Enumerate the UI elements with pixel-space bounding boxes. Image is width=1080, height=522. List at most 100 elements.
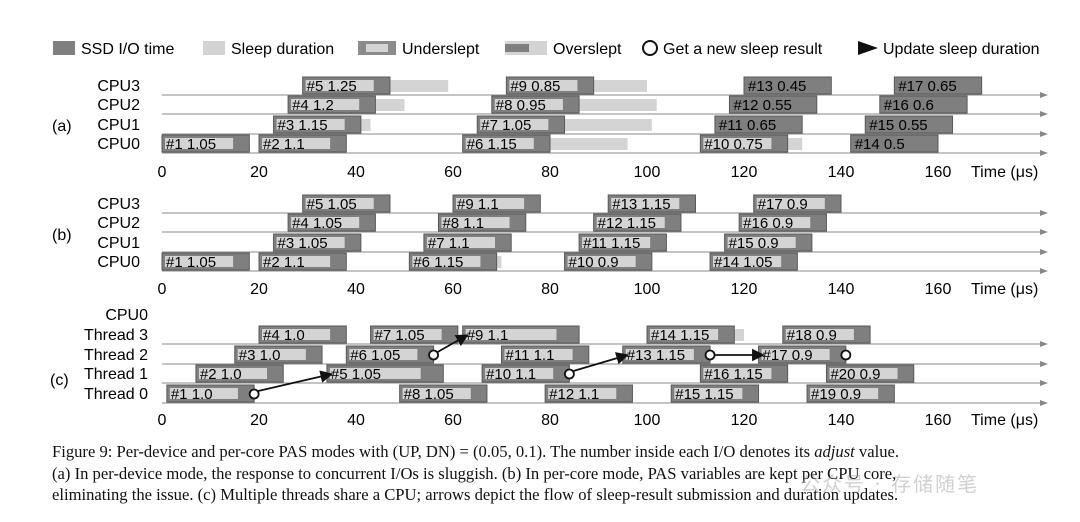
io-bar: #5 1.05 [302,194,391,213]
axis-tick-label: 20 [250,281,268,298]
io-label: #10 1.1 [486,366,536,383]
io-label: #5 1.05 [307,196,357,213]
row-label: CPU2 [97,97,140,114]
io-label: #17 0.9 [763,347,813,364]
sleep-inner-bar [485,368,554,379]
caption-emphasis: adjust [814,442,855,461]
panel-b: (b) CPU3 CPU2 CPU1 CPU0 #1 1.05 #2 1.1 #3 1.05 #… [52,194,1048,298]
sleep-inner-bar [198,368,268,379]
io-bar: #14 1.05 [709,252,798,271]
sleep-duration-bar [593,80,647,92]
io-label: #19 0.9 [811,386,861,403]
io-bar: #12 1.15 [593,213,682,232]
io-label: #4 1.05 [292,215,342,232]
ssd-io-bar [864,115,954,134]
caption-text: Figure 9: Per-device and per-core PAS mo… [52,442,393,461]
io-label: #11 1.15 [583,235,640,252]
io-bar: #2 1.1 [258,134,347,153]
io-bar: #19 0.9 [806,384,895,403]
axis-tick-label: 0 [158,164,167,181]
io-label: #18 0.9 [787,327,837,344]
io-label: #16 0.6 [884,97,934,114]
sleep-inner-bar [509,80,578,91]
row-arrowhead [1040,229,1048,235]
io-label: #5 1.05 [331,366,381,383]
sleep-inner-bar [703,368,772,379]
caption-text: value. [854,442,900,461]
row-label: CPU1 [97,235,140,252]
caption-line-3: eliminating the issue. (c) Multiple thre… [52,485,899,504]
io-bar: #8 0.95 [491,95,657,114]
axis-tick-label: 160 [925,164,952,181]
io-bar: #17 0.9 [753,194,842,213]
io-bar: #9 1.1 [452,194,541,213]
sleep-inner-bar [548,388,617,399]
io-bar: #16 1.15 [699,364,789,383]
io-bar: #4 1.0 [258,325,347,344]
io-label: #8 1.1 [442,215,484,232]
io-label: #7 1.05 [481,117,531,134]
row-arrowhead [1040,400,1048,406]
io-label: #17 0.9 [758,196,808,213]
io-bar: #7 1.1 [423,233,512,252]
io-bar: #5 1.05 [326,364,444,383]
io-bar: #15 0.55 [864,115,954,134]
io-label: #17 0.65 [898,78,956,95]
legend-sleep-swatch [203,41,225,55]
io-bar: #4 1.2 [287,95,405,114]
panel-label: (a) [52,118,72,135]
panel-header: CPU0 [105,307,148,324]
io-label: #6 1.15 [467,136,517,153]
row-arrowhead [1040,150,1048,156]
legend-ssd-swatch [53,41,75,55]
io-label: #4 1.0 [263,327,305,344]
io-bar: #3 1.15 [273,115,371,134]
axis-tick-label: 40 [347,412,365,429]
io-label: #12 0.55 [733,97,791,114]
legend-get-result-label: Get a new sleep result [663,41,823,58]
io-bar: #10 1.1 [481,364,570,383]
io-bar: #10 0.9 [564,252,653,271]
io-bar: #15 1.15 [670,384,760,403]
io-bar: #14 0.5 [850,134,939,153]
sleep-inner-bar [237,349,306,360]
axis-tick-label: 140 [828,164,855,181]
legend-underslept-label: Underslept [402,41,480,58]
io-bar: #3 1.05 [273,233,362,252]
panel-label: (c) [50,372,69,389]
sleep-inner-bar [596,217,665,228]
watermark: 公众号 · 存储随笔 [800,472,980,496]
sleep-inner-bar [567,256,636,267]
get-result-marker [428,349,440,361]
io-bar: #1 1.0 [166,384,255,403]
io-bar: #1 1.05 [161,134,250,153]
io-label: #6 1.15 [413,254,463,271]
io-label: #13 1.15 [627,347,685,364]
sleep-inner-bar [169,388,238,399]
sleep-inner-bar [305,198,374,209]
io-bar: #9 1.1 [462,325,580,344]
panel-label: (b) [52,227,72,244]
legend-update-duration-icon [858,41,878,55]
row-label: Thread 2 [84,347,148,364]
io-label: #11 0.65 [719,117,776,134]
io-bar: #6 1.15 [408,252,502,271]
io-bar: #10 0.75 [699,134,803,153]
io-label: #20 0.9 [830,366,880,383]
io-bar: #20 0.9 [825,364,915,383]
legend: SSD I/O time Sleep duration Underslept O… [53,40,1040,58]
row-label: CPU0 [97,254,140,271]
sleep-inner-bar [829,368,898,379]
row-arrowhead [1040,111,1048,117]
sleep-inner-bar [761,349,830,360]
axis-tick-label: 160 [925,281,952,298]
axis-tick-label: 140 [828,412,855,429]
axis-tick-label: 20 [250,164,268,181]
get-result-marker [704,349,716,361]
io-label: #16 0.9 [743,215,793,232]
sleep-inner-bar [441,217,510,228]
row-arrowhead [1040,268,1048,274]
io-label: #13 1.15 [612,196,670,213]
io-label: #15 0.9 [729,235,779,252]
axis-tick-label: 100 [634,281,661,298]
